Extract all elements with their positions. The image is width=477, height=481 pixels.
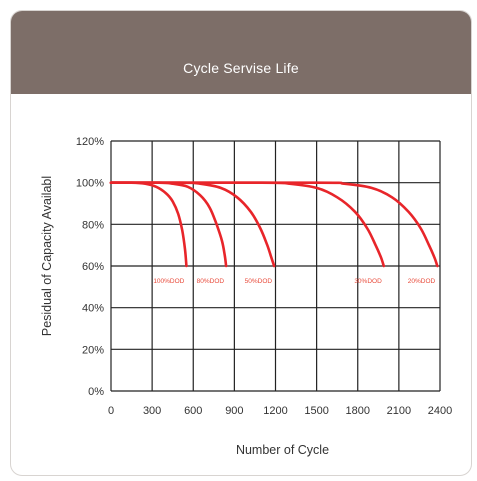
x-tick-label: 1800 xyxy=(346,405,370,417)
series-label: 80%DOD xyxy=(197,278,225,285)
series-label: 50%DOD xyxy=(245,278,273,285)
y-tick-label: 60% xyxy=(82,261,104,273)
chart-header: Cycle Servise Life xyxy=(11,11,471,94)
y-tick-label: 20% xyxy=(82,344,104,356)
x-tick-label: 2400 xyxy=(428,405,452,417)
x-tick-label: 0 xyxy=(108,405,114,417)
y-tick-label: 80% xyxy=(82,219,104,231)
y-tick-label: 40% xyxy=(82,303,104,315)
y-axis-label: Pesidual of Capacity Availabl xyxy=(40,176,54,336)
series-label: 100%DOD xyxy=(153,278,184,285)
y-tick-label: 100% xyxy=(76,178,104,190)
y-tick-label: 0% xyxy=(88,386,104,398)
x-tick-label: 1500 xyxy=(304,405,328,417)
series-label: 20%DOD xyxy=(408,278,436,285)
series-label: 30%DOD xyxy=(354,278,382,285)
x-tick-label: 300 xyxy=(143,405,161,417)
series-line xyxy=(109,181,439,268)
chart-title: Cycle Servise Life xyxy=(183,60,299,76)
x-tick-label: 600 xyxy=(184,405,202,417)
y-tick-label: 120% xyxy=(76,136,104,148)
x-tick-label: 1200 xyxy=(263,405,287,417)
x-tick-label: 900 xyxy=(225,405,243,417)
x-axis-label: Number of Cycle xyxy=(236,443,329,457)
x-tick-label: 2100 xyxy=(387,405,411,417)
